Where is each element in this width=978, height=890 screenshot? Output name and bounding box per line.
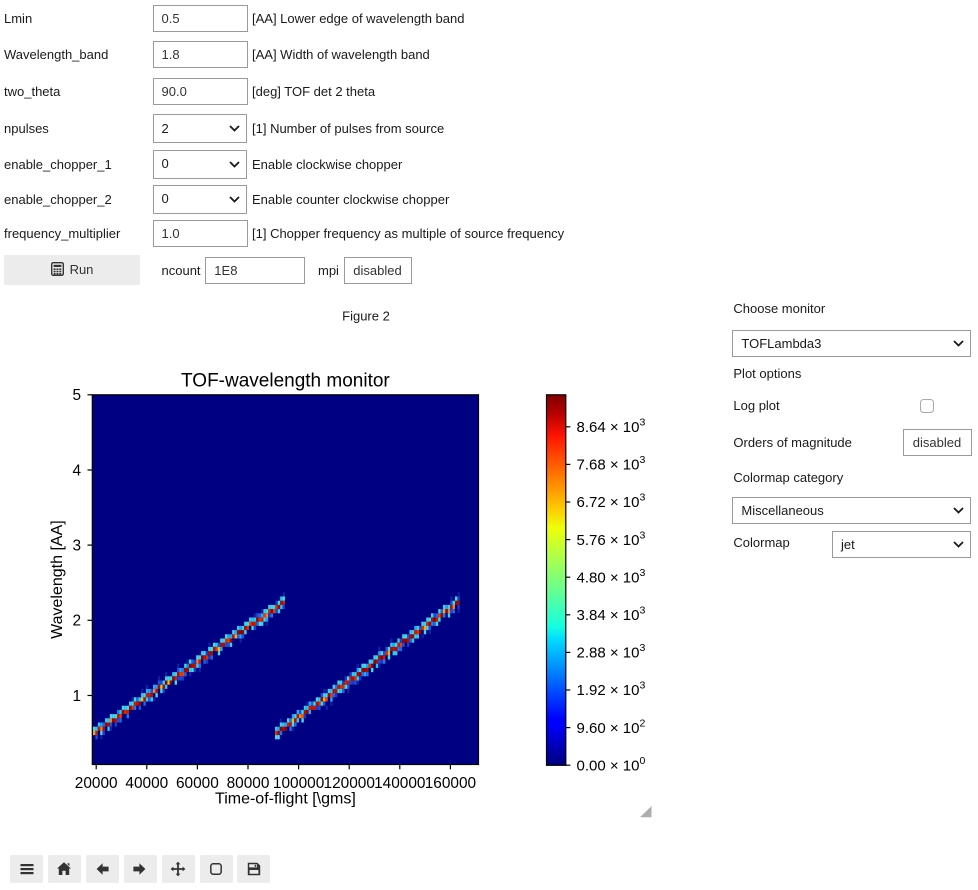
svg-text:3: 3 (72, 538, 81, 555)
svg-text:7.68 × 103: 7.68 × 103 (577, 454, 646, 474)
svg-text:2.88 × 103: 2.88 × 103 (577, 642, 646, 662)
svg-text:20000: 20000 (75, 775, 118, 792)
svg-text:160000: 160000 (425, 775, 476, 792)
svg-text:1: 1 (72, 688, 81, 705)
svg-text:Wavelength [AA]: Wavelength [AA] (49, 520, 66, 639)
svg-text:3.84 × 103: 3.84 × 103 (577, 605, 646, 625)
svg-text:5.76 × 103: 5.76 × 103 (577, 529, 646, 549)
svg-text:1.92 × 103: 1.92 × 103 (577, 680, 646, 700)
svg-text:4: 4 (72, 462, 81, 479)
svg-text:80000: 80000 (227, 775, 270, 792)
svg-text:Figure 2: Figure 2 (342, 309, 390, 324)
svg-text:2: 2 (72, 613, 81, 630)
svg-text:9.60 × 102: 9.60 × 102 (577, 717, 646, 737)
svg-text:6.72 × 103: 6.72 × 103 (577, 492, 646, 512)
svg-text:4.80 × 103: 4.80 × 103 (577, 567, 646, 587)
svg-text:60000: 60000 (176, 775, 219, 792)
svg-text:40000: 40000 (125, 775, 168, 792)
svg-text:Time-of-flight [\gms]: Time-of-flight [\gms] (215, 791, 356, 808)
svg-text:0.00 × 100: 0.00 × 100 (577, 755, 646, 775)
svg-text:140000: 140000 (374, 775, 425, 792)
svg-text:5: 5 (72, 387, 81, 404)
svg-text:100000: 100000 (273, 775, 324, 792)
svg-text:8.64 × 103: 8.64 × 103 (577, 417, 646, 437)
svg-text:TOF-wavelength monitor: TOF-wavelength monitor (181, 370, 390, 391)
svg-text:120000: 120000 (324, 775, 375, 792)
